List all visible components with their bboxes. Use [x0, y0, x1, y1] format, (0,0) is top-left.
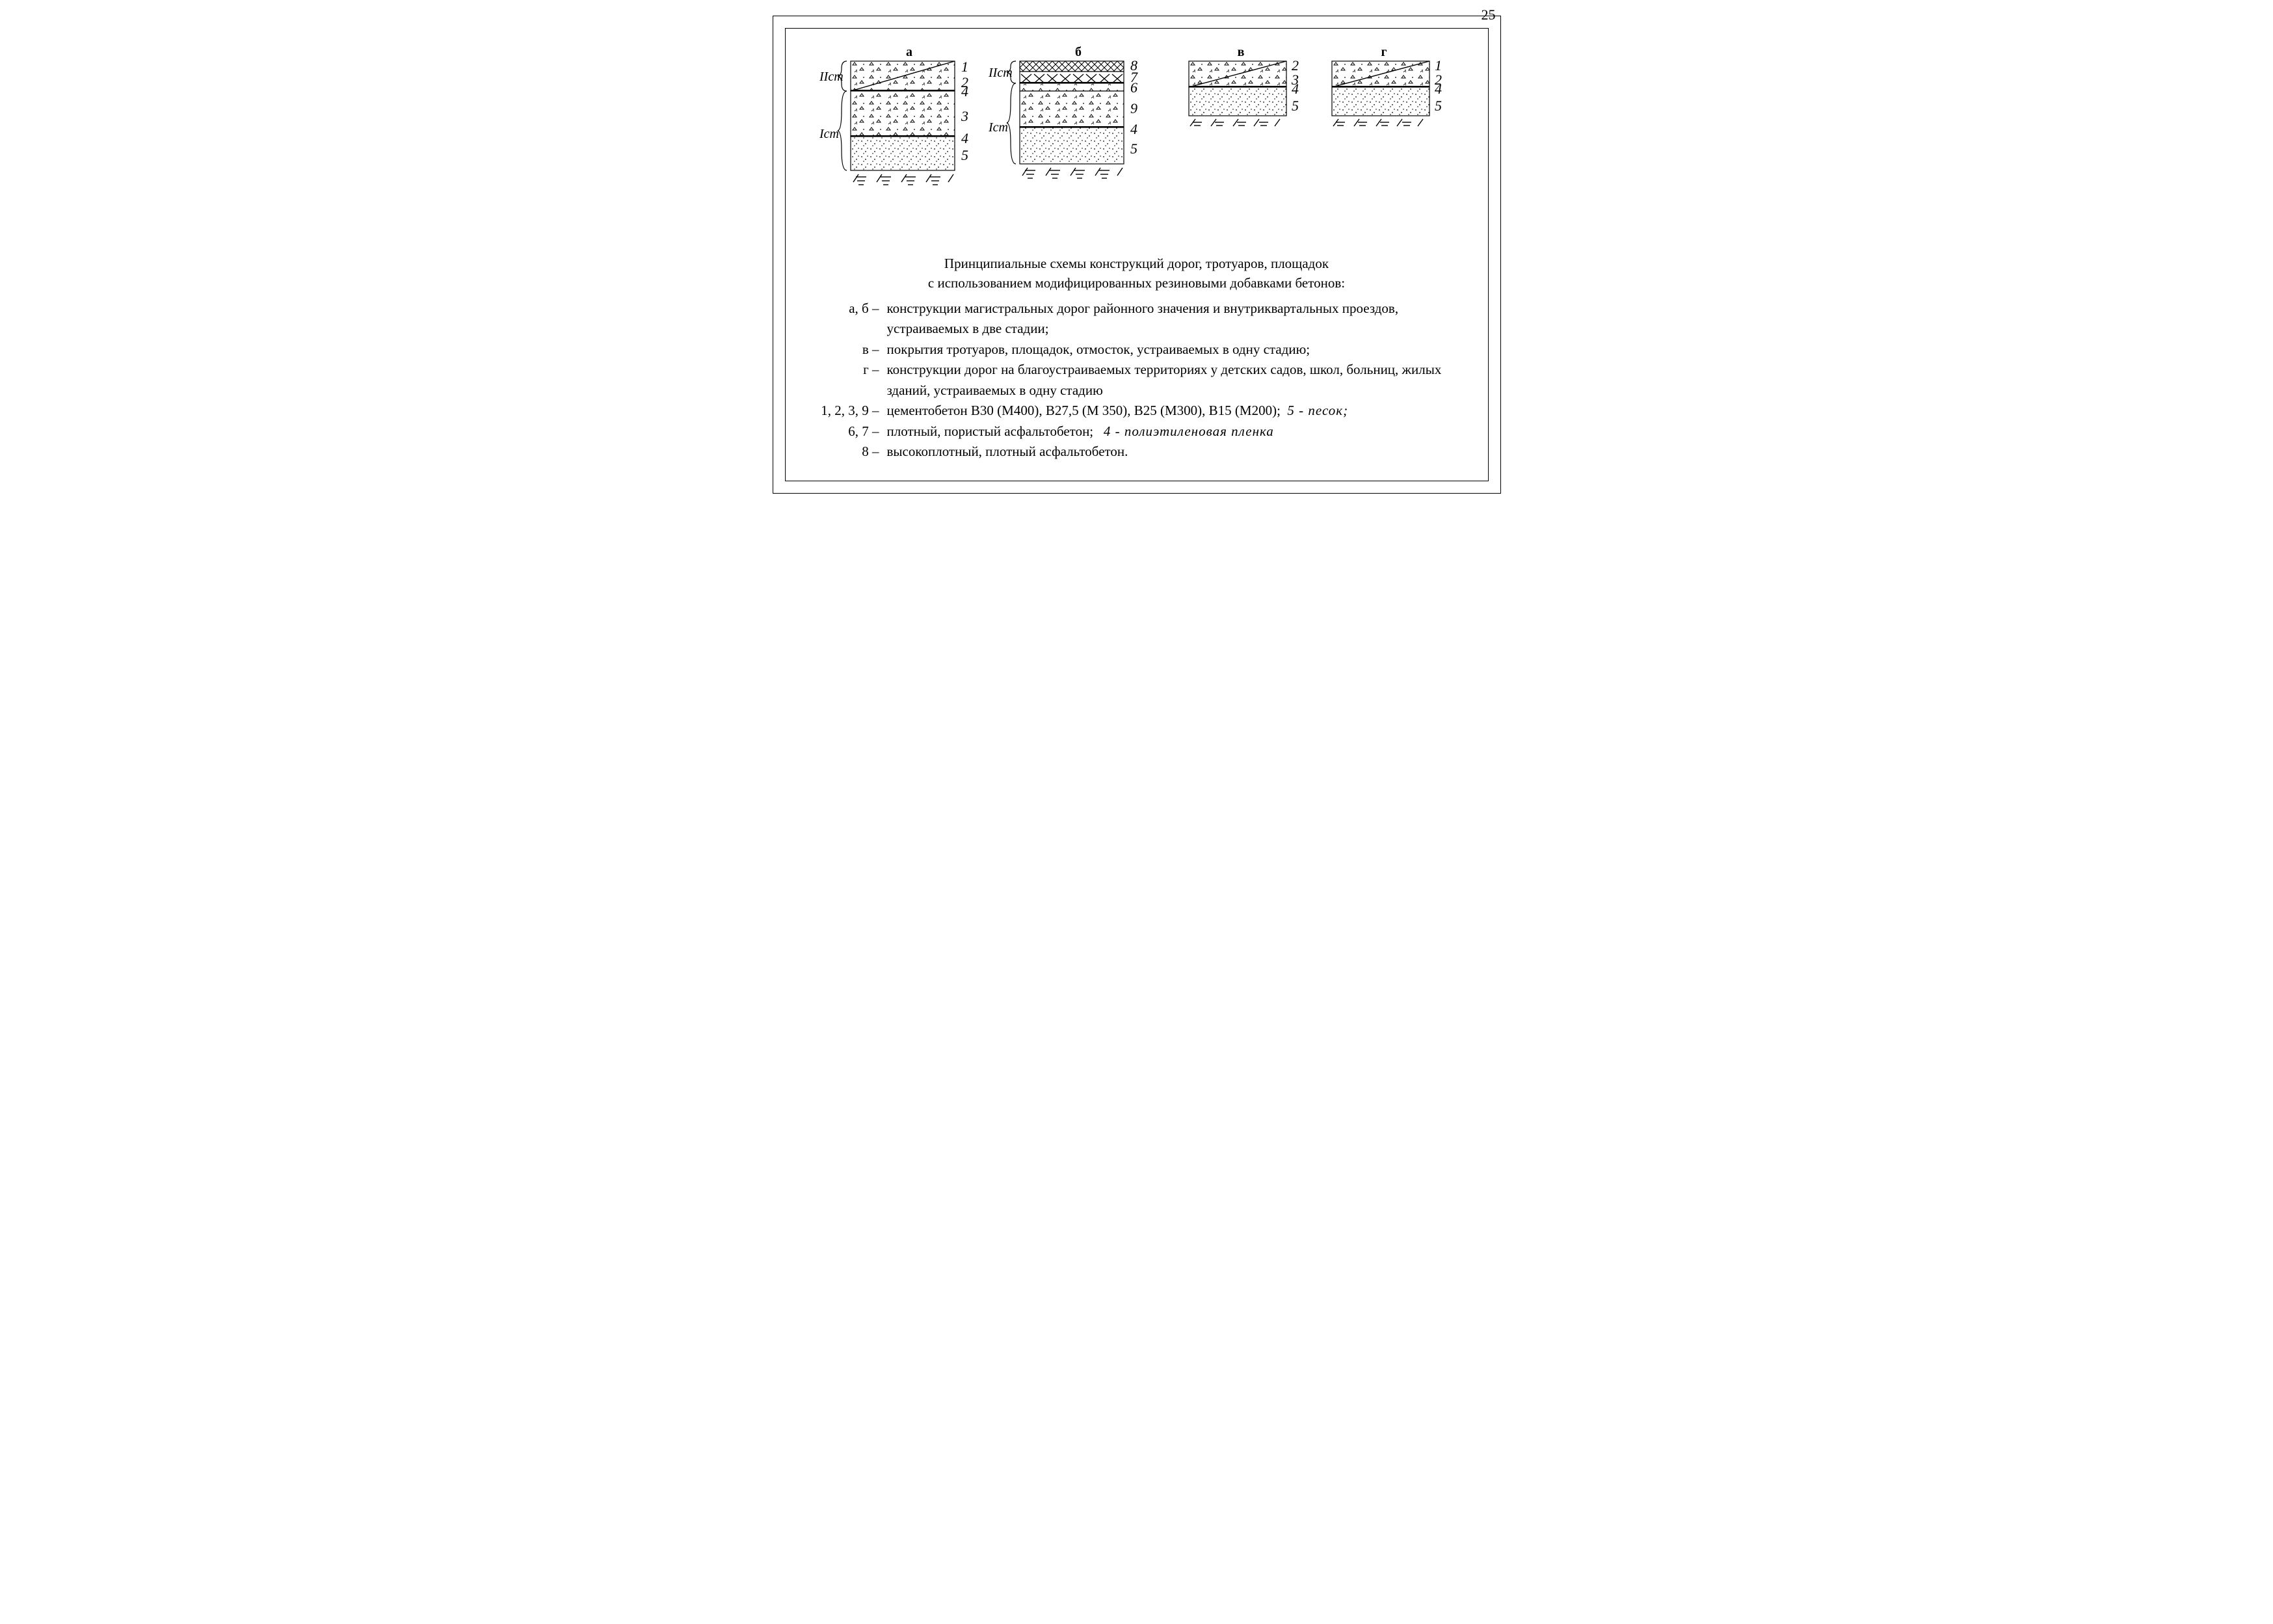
legend: а, б – конструкции магистральных дорог р… — [801, 299, 1472, 462]
svg-text:4: 4 — [1292, 81, 1299, 97]
svg-text:3: 3 — [961, 108, 968, 124]
legend-hand-4: 4 - полиэтиленовая пленка — [1104, 423, 1274, 439]
section-g: г — [1332, 45, 1442, 126]
legend-key-ab: а, б – — [801, 299, 887, 339]
svg-text:IIст: IIст — [988, 66, 1013, 80]
svg-text:4: 4 — [1435, 81, 1442, 97]
legend-val-g: конструкции дорог на благоустраиваемых т… — [887, 360, 1472, 401]
svg-text:4: 4 — [961, 130, 968, 146]
legend-val-v: покрытия тротуаров, площадок, отмосток, … — [887, 339, 1472, 360]
legend-val-67: плотный, пористый асфальтобетон; 4 - пол… — [887, 421, 1472, 442]
legend-hand-5: 5 - песок; — [1287, 403, 1348, 418]
svg-text:5: 5 — [1130, 140, 1137, 157]
legend-val-8: высокоплотный, плотный асфальтобетон. — [887, 442, 1472, 462]
legend-val-ab: конструкции магистральных дорог районног… — [887, 299, 1472, 339]
page-number: 25 — [1482, 7, 1496, 23]
svg-text:6: 6 — [1130, 79, 1137, 96]
svg-text:5: 5 — [1292, 98, 1299, 114]
svg-text:4: 4 — [961, 83, 968, 100]
svg-text:1: 1 — [961, 59, 968, 75]
outer-frame: а — [773, 16, 1501, 494]
svg-text:IIст: IIст — [819, 70, 844, 84]
caption-line-2: с использованием модифицированных резино… — [801, 273, 1472, 293]
svg-text:Iст: Iст — [988, 120, 1008, 135]
legend-val-1239: цементобетон В30 (М400), В27,5 (М 350), … — [887, 401, 1472, 421]
legend-key-1239: 1, 2, 3, 9 – — [801, 401, 887, 421]
svg-text:4: 4 — [1130, 121, 1137, 137]
legend-key-g: г – — [801, 360, 887, 401]
caption-line-1: Принципиальные схемы конструкций дорог, … — [801, 254, 1472, 273]
svg-text:5: 5 — [961, 147, 968, 163]
section-b: б — [988, 45, 1138, 178]
figure-caption: Принципиальные схемы конструкций дорог, … — [801, 254, 1472, 293]
svg-text:9: 9 — [1130, 100, 1137, 116]
col-label-g: г — [1381, 45, 1387, 59]
road-sections-diagram: а — [812, 42, 1462, 237]
section-v: в — [1189, 45, 1299, 126]
svg-text:5: 5 — [1435, 98, 1442, 114]
legend-key-67: 6, 7 – — [801, 421, 887, 442]
col-label-a: а — [906, 45, 912, 59]
inner-frame: а — [785, 28, 1489, 481]
col-label-b: б — [1075, 45, 1082, 59]
col-label-v: в — [1237, 45, 1244, 59]
legend-key-v: в – — [801, 339, 887, 360]
svg-text:Iст: Iст — [819, 127, 839, 141]
section-a: а — [819, 45, 968, 185]
legend-key-8: 8 – — [801, 442, 887, 462]
